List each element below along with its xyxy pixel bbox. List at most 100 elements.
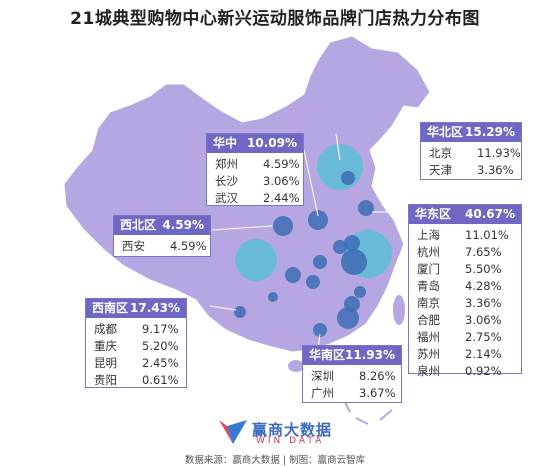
city-value: 11.93% bbox=[477, 146, 521, 160]
city-row: 合肥 3.06% bbox=[417, 312, 509, 329]
bubble-wuhan bbox=[313, 255, 327, 269]
region-name: 华北区 bbox=[427, 125, 464, 139]
city-row: 重庆 5.20% bbox=[94, 338, 179, 355]
bubble-hefei bbox=[333, 240, 347, 254]
city-value: 3.67% bbox=[359, 386, 396, 400]
bubble-hangzhou bbox=[341, 249, 367, 275]
city-row: 泉州 0.92% bbox=[417, 363, 509, 380]
city-name: 福州 bbox=[417, 330, 440, 344]
city-value: 11.01% bbox=[465, 228, 509, 242]
city-value: 4.59% bbox=[263, 157, 300, 171]
city-row: 郑州 4.59% bbox=[215, 156, 300, 173]
bubble-fuzhou bbox=[354, 286, 366, 298]
city-table: 西安 4.59% bbox=[122, 238, 207, 255]
city-name: 深圳 bbox=[311, 369, 334, 383]
region-share: 17.43% bbox=[130, 301, 180, 315]
bubble-nanjing bbox=[344, 235, 360, 251]
region-name: 华东区 bbox=[415, 207, 452, 221]
heat-bubbles bbox=[234, 144, 392, 337]
city-name: 天津 bbox=[429, 163, 452, 177]
region-box-huanan: 华南区 11.93% 深圳 8.26% 广州 3.67% bbox=[302, 345, 402, 403]
hainan-shape bbox=[288, 360, 304, 372]
city-value: 9.17% bbox=[142, 322, 179, 336]
city-row: 成都 9.17% bbox=[94, 321, 179, 338]
city-name: 重庆 bbox=[94, 339, 117, 353]
city-table: 成都 9.17% 重庆 5.20% 昆明 2.45% 贵阳 0.61% bbox=[94, 321, 179, 389]
logo-text-en: WIN DATA bbox=[256, 436, 325, 446]
city-value: 4.28% bbox=[465, 279, 502, 293]
city-value: 2.45% bbox=[142, 356, 179, 370]
city-value: 2.44% bbox=[263, 191, 300, 205]
city-value: 2.75% bbox=[465, 330, 502, 344]
taiwan-shape bbox=[393, 295, 405, 325]
bubble-changsha bbox=[306, 275, 320, 289]
city-value: 4.59% bbox=[170, 239, 207, 253]
city-value: 3.06% bbox=[465, 313, 502, 327]
bubble-xiamen bbox=[344, 296, 360, 312]
region-share: 15.29% bbox=[465, 125, 515, 139]
city-name: 南京 bbox=[417, 296, 440, 310]
city-row: 贵阳 0.61% bbox=[94, 372, 179, 389]
footer-source: 数据来源：赢商大数据 | 制图：赢商云智库 bbox=[184, 455, 366, 466]
bubble-shenzhen bbox=[337, 307, 359, 329]
city-row: 长沙 3.06% bbox=[215, 173, 300, 190]
city-value: 3.36% bbox=[465, 296, 502, 310]
region-box-xibei: 西北区 4.59% 西安 4.59% bbox=[113, 215, 211, 257]
city-value: 3.06% bbox=[263, 174, 300, 188]
bubble-qingdao bbox=[358, 200, 374, 216]
city-name: 青岛 bbox=[417, 279, 440, 293]
region-name: 西北区 bbox=[120, 218, 157, 232]
city-row: 杭州 7.65% bbox=[417, 244, 509, 261]
region-box-xinan: 西南区 17.43% 成都 9.17% 重庆 5.20% 昆明 2.45% 贵阳 0.61… bbox=[85, 298, 187, 388]
city-value: 5.20% bbox=[142, 339, 179, 353]
region-box-huadong: 华东区 40.67% 上海 11.01% 杭州 7.65% 厦门 5.50% 青岛 4.2… bbox=[408, 204, 522, 378]
city-value: 2.14% bbox=[465, 347, 502, 361]
city-name: 贵阳 bbox=[94, 373, 117, 387]
windata-logo-icon bbox=[219, 420, 247, 444]
city-row: 青岛 4.28% bbox=[417, 278, 509, 295]
city-table: 北京 11.93% 天津 3.36% bbox=[429, 145, 521, 179]
city-name: 长沙 bbox=[215, 174, 238, 188]
city-row: 苏州 2.14% bbox=[417, 346, 509, 363]
city-table: 深圳 8.26% 广州 3.67% bbox=[311, 368, 396, 402]
bubble-beijing bbox=[317, 144, 363, 190]
region-share: 4.59% bbox=[162, 218, 204, 232]
city-name: 成都 bbox=[94, 322, 117, 336]
city-row: 武汉 2.44% bbox=[215, 190, 300, 207]
city-name: 广州 bbox=[311, 386, 334, 400]
city-value: 8.26% bbox=[359, 369, 396, 383]
city-row: 昆明 2.45% bbox=[94, 355, 179, 372]
city-table: 郑州 4.59% 长沙 3.06% 武汉 2.44% bbox=[215, 156, 300, 207]
city-name: 合肥 bbox=[417, 313, 440, 327]
city-name: 北京 bbox=[429, 146, 452, 160]
city-value: 5.50% bbox=[465, 262, 502, 276]
region-name: 华南区 bbox=[309, 348, 346, 362]
bubble-guangzhou bbox=[313, 323, 327, 337]
region-share: 10.09% bbox=[247, 136, 297, 150]
city-name: 苏州 bbox=[417, 347, 440, 361]
city-name: 武汉 bbox=[215, 191, 238, 205]
map-title: 21城典型购物中心新兴运动服饰品牌门店热力分布图 bbox=[70, 9, 480, 29]
region-box-huazhong: 华中区 10.09% 郑州 4.59% 长沙 3.06% 武汉 2.44% bbox=[206, 133, 304, 206]
bubble-chengdu bbox=[235, 239, 277, 281]
bubble-guiyang bbox=[268, 292, 278, 302]
city-value: 0.61% bbox=[142, 373, 179, 387]
region-share: 40.67% bbox=[465, 207, 515, 221]
region-name: 华中区 bbox=[213, 136, 238, 169]
city-name: 昆明 bbox=[94, 356, 117, 370]
city-value: 0.92% bbox=[465, 364, 502, 378]
city-value: 7.65% bbox=[465, 245, 502, 259]
city-name: 杭州 bbox=[417, 245, 440, 259]
city-row: 上海 11.01% bbox=[417, 227, 509, 244]
city-table: 上海 11.01% 杭州 7.65% 厦门 5.50% 青岛 4.28% 南京 3.36%… bbox=[417, 227, 509, 380]
city-row: 广州 3.67% bbox=[311, 385, 396, 402]
bubble-xian bbox=[273, 216, 293, 236]
bubble-tianjin bbox=[341, 171, 355, 185]
city-row: 西安 4.59% bbox=[122, 238, 207, 255]
city-row: 天津 3.36% bbox=[429, 162, 521, 179]
bubble-zhengzhou bbox=[308, 210, 328, 230]
logo-text-cn: 赢商大数据 bbox=[252, 421, 333, 439]
city-name: 泉州 bbox=[417, 364, 440, 378]
city-row: 深圳 8.26% bbox=[311, 368, 396, 385]
city-name: 郑州 bbox=[215, 157, 238, 171]
